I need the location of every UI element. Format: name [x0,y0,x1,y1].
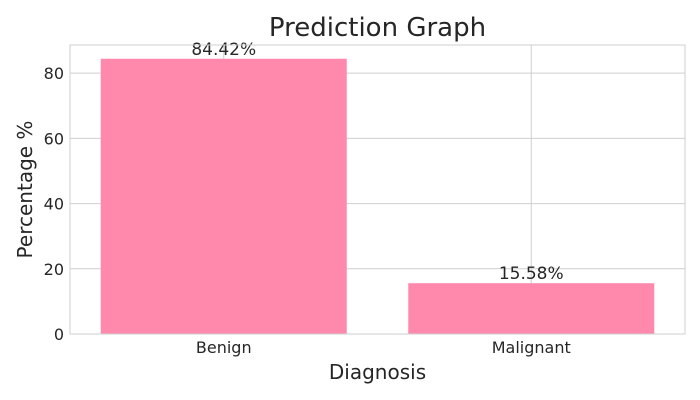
x-tick-label-benign: Benign [196,338,252,357]
bar-benign [100,58,347,335]
data-label-benign: 84.42% [191,40,256,60]
data-label-malignant: 15.58% [499,264,564,284]
y-axis-label: Percentage % [13,121,37,259]
bars [100,58,655,335]
chart-title: Prediction Graph [269,13,486,43]
plot-frame [69,44,686,335]
y-tick-label: 0 [54,325,64,344]
y-tick-label: 20 [44,260,64,279]
tick-labels: 0 20 40 60 80 Benign Malignant [44,64,571,357]
y-tick-label: 40 [44,195,64,214]
x-axis-label: Diagnosis [329,360,426,384]
y-tick-label: 60 [44,129,64,148]
bar-malignant [408,283,655,334]
y-tick-label: 80 [44,64,64,83]
x-tick-label-malignant: Malignant [492,338,571,357]
